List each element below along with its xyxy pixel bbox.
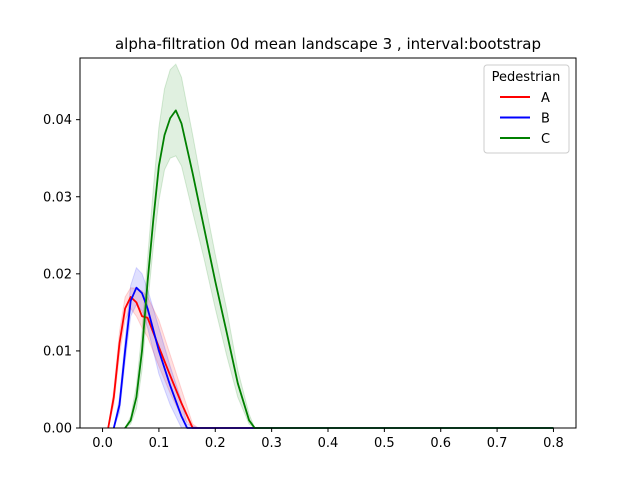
y-tick-label: 0.03 bbox=[43, 190, 72, 205]
x-tick-label: 0.0 bbox=[92, 436, 113, 451]
y-axis-ticks: 0.00 0.01 0.02 0.03 0.04 bbox=[43, 113, 80, 437]
x-tick-label: 0.8 bbox=[543, 436, 564, 451]
chart-title: alpha-filtration 0d mean landscape 3 , i… bbox=[115, 35, 541, 53]
y-tick-label: 0.00 bbox=[43, 422, 72, 437]
x-tick-label: 0.2 bbox=[205, 436, 226, 451]
series-c-band bbox=[123, 63, 554, 430]
x-tick-label: 0.7 bbox=[487, 436, 508, 451]
legend-title: Pedestrian bbox=[492, 70, 561, 85]
y-tick-label: 0.04 bbox=[43, 113, 72, 128]
y-tick-label: 0.02 bbox=[43, 267, 72, 282]
x-axis-ticks: 0.0 0.1 0.2 0.3 0.4 0.5 0.6 0.7 0.8 bbox=[92, 428, 564, 451]
x-tick-label: 0.3 bbox=[261, 436, 282, 451]
x-tick-label: 0.1 bbox=[149, 436, 170, 451]
legend-items: ABC bbox=[500, 91, 550, 147]
x-tick-label: 0.6 bbox=[430, 436, 451, 451]
x-tick-label: 0.5 bbox=[374, 436, 395, 451]
x-tick-label: 0.4 bbox=[318, 436, 339, 451]
legend-label-c: C bbox=[541, 132, 550, 147]
legend-label-a: A bbox=[541, 91, 550, 106]
legend: Pedestrian ABC bbox=[483, 64, 570, 154]
legend-box bbox=[483, 64, 570, 154]
y-tick-label: 0.01 bbox=[43, 344, 72, 359]
series-c-line bbox=[124, 109, 554, 429]
legend-label-b: B bbox=[541, 112, 550, 127]
plot-frame bbox=[79, 57, 577, 429]
series-a-band bbox=[107, 287, 554, 429]
